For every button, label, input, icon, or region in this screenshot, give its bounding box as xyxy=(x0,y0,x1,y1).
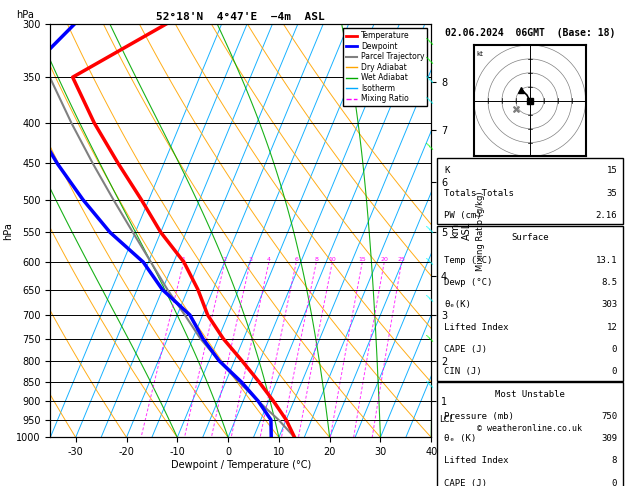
Y-axis label: km
ASL: km ASL xyxy=(450,222,472,240)
Text: 6: 6 xyxy=(294,257,298,262)
Title: 52°18'N  4°47'E  −4m  ASL: 52°18'N 4°47'E −4m ASL xyxy=(157,12,325,22)
Text: \: \ xyxy=(426,55,435,66)
Text: Mixing Ratio (g/kg): Mixing Ratio (g/kg) xyxy=(476,191,485,271)
Text: 750: 750 xyxy=(601,412,617,421)
Text: CAPE (J): CAPE (J) xyxy=(444,345,487,354)
Text: CAPE (J): CAPE (J) xyxy=(444,479,487,486)
Text: 8.5: 8.5 xyxy=(601,278,617,287)
Text: 0: 0 xyxy=(612,367,617,376)
Bar xyxy=(437,226,623,381)
Text: K: K xyxy=(444,166,450,175)
Text: 1: 1 xyxy=(182,257,186,262)
Text: Lifted Index: Lifted Index xyxy=(444,323,509,331)
Text: 02.06.2024  06GMT  (Base: 18): 02.06.2024 06GMT (Base: 18) xyxy=(445,29,615,38)
Text: Temp (°C): Temp (°C) xyxy=(444,256,493,265)
Text: kt: kt xyxy=(477,51,484,56)
Text: PW (cm): PW (cm) xyxy=(444,211,482,220)
Text: LCL: LCL xyxy=(439,416,454,424)
Bar xyxy=(437,382,623,486)
Text: CIN (J): CIN (J) xyxy=(444,367,482,376)
Text: θₑ(K): θₑ(K) xyxy=(444,300,471,309)
Legend: Temperature, Dewpoint, Parcel Trajectory, Dry Adiabat, Wet Adiabat, Isotherm, Mi: Temperature, Dewpoint, Parcel Trajectory… xyxy=(343,28,428,106)
Text: Totals Totals: Totals Totals xyxy=(444,189,514,198)
Text: 35: 35 xyxy=(606,189,617,198)
Text: \: \ xyxy=(426,75,435,85)
Text: \: \ xyxy=(426,96,435,106)
Text: 10: 10 xyxy=(328,257,337,262)
Text: 2.16: 2.16 xyxy=(596,211,617,220)
Text: 20: 20 xyxy=(381,257,388,262)
Text: 0: 0 xyxy=(612,479,617,486)
Text: \: \ xyxy=(426,141,435,152)
Text: \: \ xyxy=(426,37,435,47)
Text: 3: 3 xyxy=(248,257,252,262)
Y-axis label: hPa: hPa xyxy=(3,222,13,240)
Text: 15: 15 xyxy=(359,257,366,262)
Text: Lifted Index: Lifted Index xyxy=(444,456,509,466)
Text: 4: 4 xyxy=(267,257,271,262)
Text: Dewp (°C): Dewp (°C) xyxy=(444,278,493,287)
Text: 13.1: 13.1 xyxy=(596,256,617,265)
Text: 309: 309 xyxy=(601,434,617,443)
Bar xyxy=(437,157,623,225)
Text: Most Unstable: Most Unstable xyxy=(495,389,565,399)
Text: 303: 303 xyxy=(601,300,617,309)
Text: \: \ xyxy=(426,293,435,303)
Text: hPa: hPa xyxy=(16,10,34,20)
Text: Pressure (mb): Pressure (mb) xyxy=(444,412,514,421)
Text: 25: 25 xyxy=(398,257,406,262)
Text: 2: 2 xyxy=(223,257,227,262)
Text: 8: 8 xyxy=(314,257,318,262)
Text: 8: 8 xyxy=(612,456,617,466)
Text: Surface: Surface xyxy=(511,233,548,243)
Text: 15: 15 xyxy=(606,166,617,175)
Text: 12: 12 xyxy=(606,323,617,331)
Text: \: \ xyxy=(426,333,435,344)
Text: \: \ xyxy=(426,380,435,390)
Text: \: \ xyxy=(426,257,435,267)
Text: 0: 0 xyxy=(612,345,617,354)
Text: \: \ xyxy=(426,224,435,235)
Text: © weatheronline.co.uk: © weatheronline.co.uk xyxy=(477,424,582,434)
Text: θₑ (K): θₑ (K) xyxy=(444,434,477,443)
X-axis label: Dewpoint / Temperature (°C): Dewpoint / Temperature (°C) xyxy=(170,460,311,470)
